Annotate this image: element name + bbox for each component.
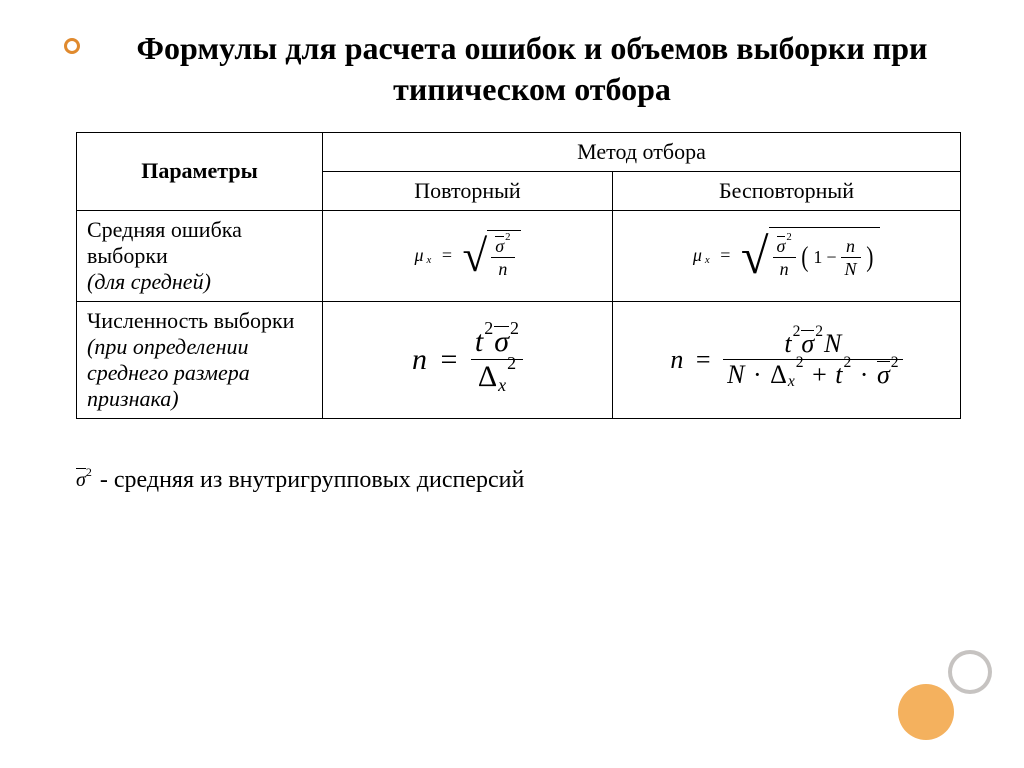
table-row: Средняя ошибка выборки (для средней) μx … [77, 210, 961, 301]
footnote: σ2 - средняя из внутригрупповых дисперси… [76, 467, 976, 494]
formula-n-repeat: n = t2 σ2 Δx2 [323, 301, 613, 418]
table-row: Параметры Метод отбора [77, 132, 961, 171]
page-title: Формулы для расчета ошибок и объемов выб… [98, 28, 976, 110]
table-row: Численность выборки (при определении сре… [77, 301, 961, 418]
row-label-mean-error: Средняя ошибка выборки (для средней) [77, 210, 323, 301]
formula-mu-repeat: μx = √ σ2 n [323, 210, 613, 301]
row-label-sample-size: Численность выборки (при определении сре… [77, 301, 323, 418]
title-bullet-icon [64, 38, 80, 54]
col-header-norepeat: Бесповторный [613, 171, 961, 210]
footnote-text: - средняя из внутригрупповых дисперсий [100, 467, 524, 494]
decorative-dot-icon [898, 684, 954, 740]
formula-n-norepeat: n = t2 σ2 N N · Δx2 + [613, 301, 961, 418]
col-header-method: Метод отбора [323, 132, 961, 171]
formula-mu-norepeat: μx = √ σ2 n ( 1− [613, 210, 961, 301]
formula-table: Параметры Метод отбора Повторный Бесповт… [76, 132, 976, 419]
decorative-ring-icon [948, 650, 992, 694]
col-header-params: Параметры [77, 132, 323, 210]
col-header-repeat: Повторный [323, 171, 613, 210]
sigma-bar-icon: σ [76, 469, 86, 492]
